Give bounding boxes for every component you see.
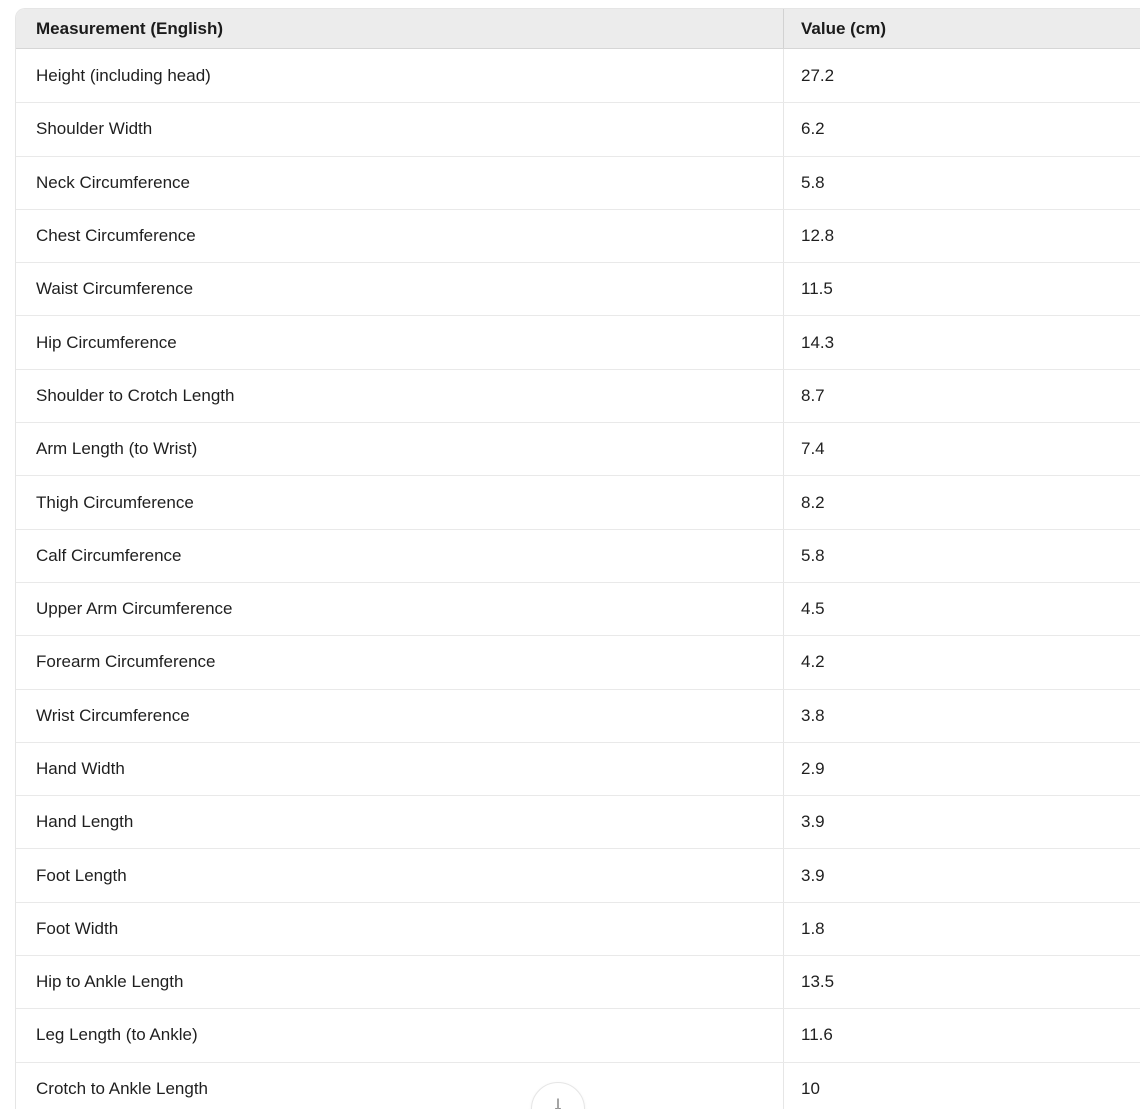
value-cell: 3.8 <box>783 689 1140 742</box>
table-row: Arm Length (to Wrist) 7.4 <box>16 422 1140 476</box>
value-cell: 11.6 <box>783 1009 1140 1062</box>
table-row: Hand Length 3.9 <box>16 795 1140 849</box>
value-cell: 14.3 <box>783 316 1140 369</box>
measurement-cell: Crotch to Ankle Length <box>36 1078 209 1098</box>
value-cell: 6.2 <box>783 103 1140 156</box>
table-row: Forearm Circumference 4.2 <box>16 635 1140 689</box>
measurement-cell: Shoulder Width <box>36 119 153 139</box>
value-cell: 1.8 <box>783 902 1140 956</box>
measurement-cell: Arm Length (to Wrist) <box>36 439 198 459</box>
measurements-table: Measurement (English) Value (cm) Height … <box>15 8 1140 1109</box>
value-cell: 13.5 <box>783 956 1140 1009</box>
measurement-cell: Hand Length <box>36 812 134 832</box>
table-body: Height (including head) 27.2 Shoulder Widt… <box>16 49 1140 1109</box>
measurement-cell: Calf Circumference <box>36 545 182 565</box>
measurement-cell: Foot Length <box>36 865 127 885</box>
table-row: Shoulder Width 6.2 <box>16 102 1140 156</box>
value-cell: 3.9 <box>783 796 1140 849</box>
table-row: Hip Circumference 14.3 <box>16 315 1140 369</box>
value-cell: 11.5 <box>783 263 1140 316</box>
value-cell: 8.2 <box>783 476 1140 529</box>
table-row: Hand Width 2.9 <box>16 741 1140 796</box>
measurement-cell: Forearm Circumference <box>36 652 216 672</box>
value-cell: 4.5 <box>783 582 1140 636</box>
table-row: Chest Circumference 12.8 <box>16 208 1140 263</box>
measurement-cell: Upper Arm Circumference <box>36 599 233 619</box>
measurement-cell: Hip to Ankle Length <box>36 972 184 992</box>
measurement-cell: Wrist Circumference <box>36 705 190 725</box>
table-row: Foot Length 3.9 <box>16 848 1140 902</box>
measurement-cell: Leg Length (to Ankle) <box>36 1025 198 1045</box>
measurement-cell: Thigh Circumference <box>36 492 194 512</box>
table-row: Wrist Circumference 3.8 <box>16 688 1140 742</box>
measurement-cell: Neck Circumference <box>36 172 190 192</box>
table-header-row: Measurement (English) Value (cm) <box>16 9 1140 49</box>
table-row: Foot Width 1.8 <box>16 901 1140 956</box>
column-header-measurement: Measurement (English) <box>36 18 224 38</box>
value-cell: 4.2 <box>783 636 1140 689</box>
value-cell: 10 <box>783 1062 1140 1109</box>
value-cell: 3.9 <box>783 849 1140 902</box>
value-cell: 27.2 <box>783 49 1140 103</box>
table-row: Shoulder to Crotch Length 8.7 <box>16 368 1140 423</box>
value-cell: 5.8 <box>783 156 1140 209</box>
measurement-cell: Hand Width <box>36 759 125 778</box>
table-row: Neck Circumference 5.8 <box>16 155 1140 209</box>
arrow-down-icon: ↓ <box>552 1091 564 1109</box>
table-row: Leg Length (to Ankle) 11.6 <box>16 1008 1140 1062</box>
measurement-cell: Hip Circumference <box>36 332 177 352</box>
measurement-cell: Foot Width <box>36 918 119 938</box>
table-row: Calf Circumference 5.8 <box>16 528 1140 582</box>
table-row: Waist Circumference 11.5 <box>16 262 1140 316</box>
value-cell: 8.7 <box>783 369 1140 423</box>
value-cell: 12.8 <box>783 209 1140 263</box>
measurement-cell: Waist Circumference <box>36 279 194 299</box>
measurement-cell: Height (including head) <box>36 65 211 85</box>
column-header-value: Value (cm) <box>783 9 1140 48</box>
table-row: Height (including head) 27.2 <box>16 49 1140 103</box>
value-cell: 2.9 <box>783 742 1140 796</box>
value-cell: 7.4 <box>783 423 1140 476</box>
measurement-cell: Chest Circumference <box>36 226 196 246</box>
table-row: Thigh Circumference 8.2 <box>16 475 1140 529</box>
table-row: Upper Arm Circumference 4.5 <box>16 581 1140 636</box>
measurement-cell: Shoulder to Crotch Length <box>36 385 235 405</box>
value-cell: 5.8 <box>783 529 1140 582</box>
table-row: Hip to Ankle Length 13.5 <box>16 955 1140 1009</box>
